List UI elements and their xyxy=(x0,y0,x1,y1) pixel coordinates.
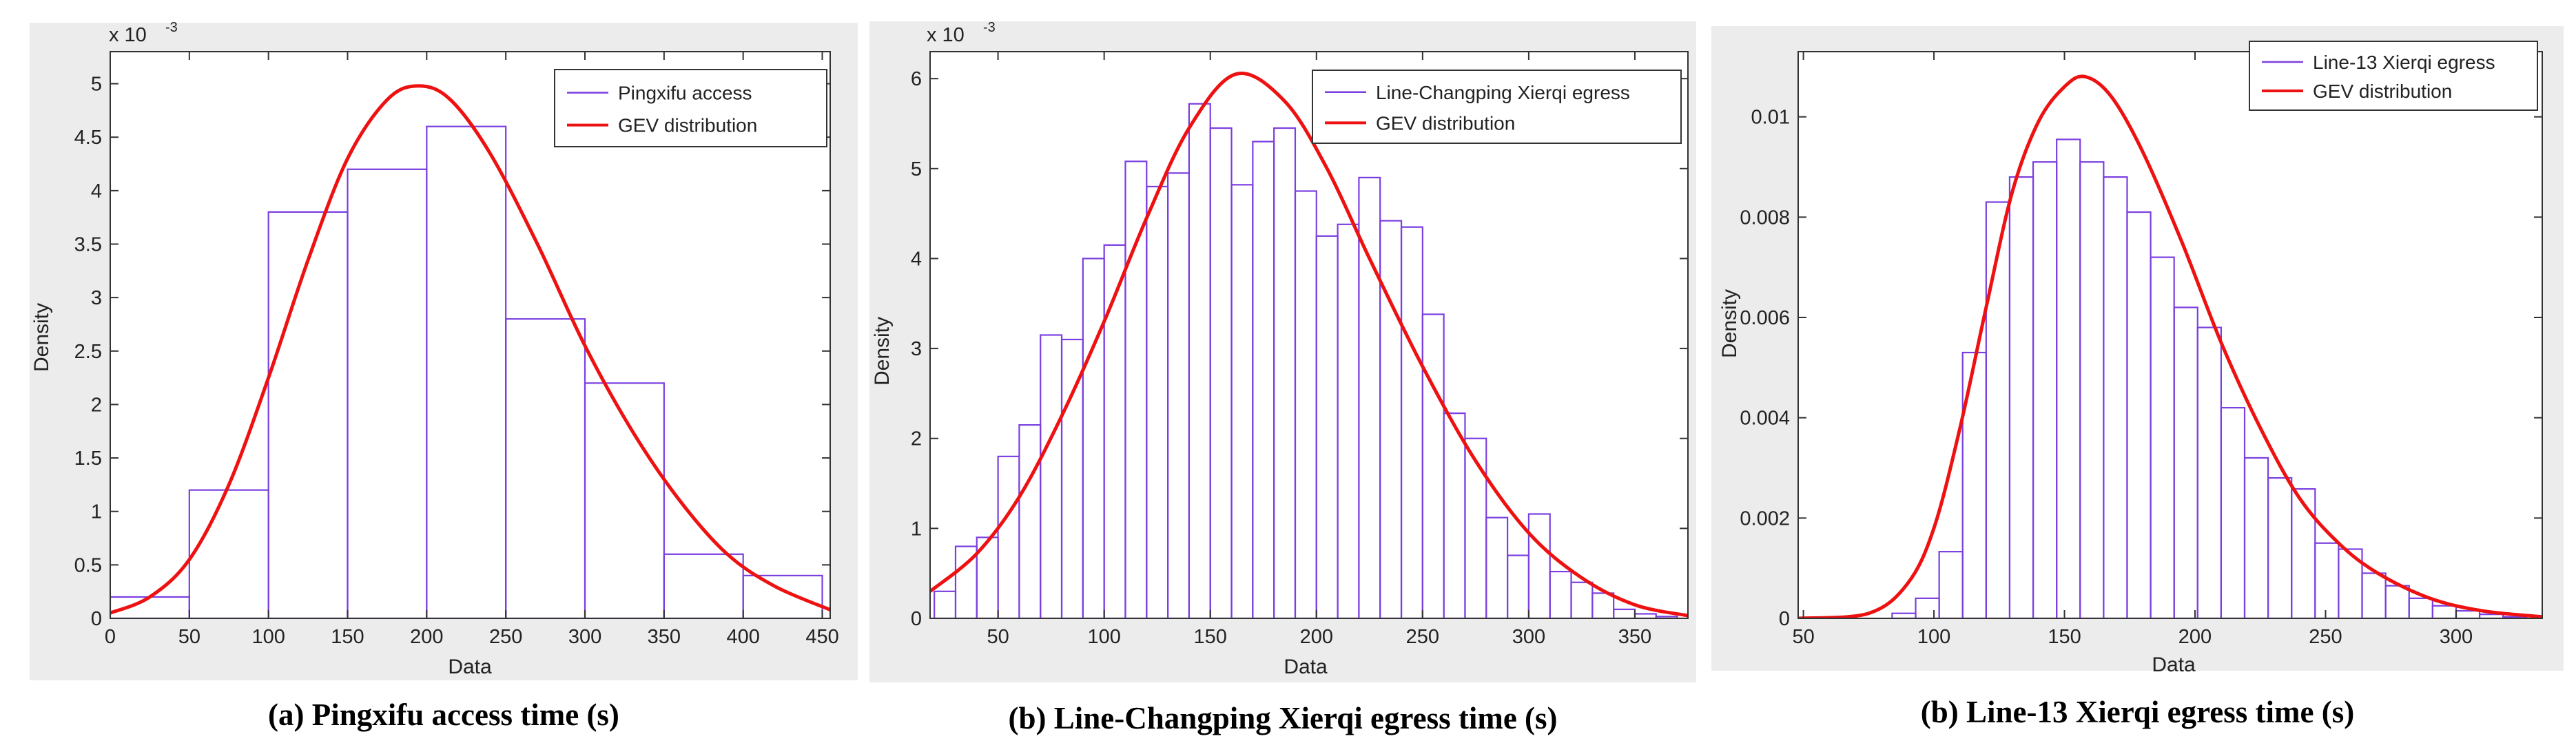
x-tick-label: 200 xyxy=(2178,626,2212,648)
y-tick-label: 5 xyxy=(91,74,102,96)
x-tick-label: 300 xyxy=(568,626,601,648)
x-tick-label: 450 xyxy=(805,626,838,648)
x-tick-label: 350 xyxy=(648,626,681,648)
y-exponent-label: x 10 xyxy=(109,24,147,46)
y-exponent-label: x 10 xyxy=(927,24,965,46)
y-axis-label: Density xyxy=(871,317,894,386)
gev-fit-line xyxy=(930,72,1688,618)
y-tick-label: 0.002 xyxy=(1740,507,1790,530)
x-tick-label: 0 xyxy=(105,626,116,648)
x-tick-label: 250 xyxy=(1406,626,1439,648)
histogram-bar xyxy=(1527,513,1551,618)
x-tick-label: 400 xyxy=(726,626,759,648)
legend-box xyxy=(554,69,827,147)
y-tick-label: 1 xyxy=(91,501,102,523)
y-tick-label: 1 xyxy=(911,518,922,540)
legend-label-histogram: Line-Changping Xierqi egress xyxy=(1376,82,1630,103)
axes-box xyxy=(929,51,1689,619)
histogram-bar xyxy=(2502,616,2528,618)
x-tick-label: 100 xyxy=(251,626,285,648)
caption-b: (b) Line-Changping Xierqi egress time (s… xyxy=(1008,701,1558,735)
y-tick-label: 0.004 xyxy=(1740,408,1790,430)
histogram-bar xyxy=(1591,592,1615,618)
legend-label-gev: GEV distribution xyxy=(2313,81,2452,102)
gev-fit-line xyxy=(1798,74,2542,618)
x-axis-label: Data xyxy=(448,656,492,678)
y-tick-label: 1.5 xyxy=(74,448,102,470)
y-tick-label: 2 xyxy=(91,394,102,416)
x-tick-label: 100 xyxy=(1087,626,1120,648)
x-tick-label: 100 xyxy=(1917,626,1950,648)
x-tick-label: 150 xyxy=(2048,626,2081,648)
x-tick-label: 50 xyxy=(178,626,200,648)
axes-box xyxy=(110,51,831,619)
y-tick-label: 0 xyxy=(91,608,102,630)
x-tick-label: 50 xyxy=(987,626,1009,648)
x-tick-label: 300 xyxy=(1512,626,1545,648)
axes-box xyxy=(1797,51,2543,619)
x-tick-label: 350 xyxy=(1618,626,1651,648)
x-tick-label: 150 xyxy=(331,626,364,648)
y-tick-label: 5 xyxy=(911,158,922,180)
y-tick-label: 4 xyxy=(911,248,922,270)
x-axis-label: Data xyxy=(1284,656,1328,678)
y-tick-label: 0.5 xyxy=(74,554,102,576)
legend-label-histogram: Pingxifu access xyxy=(618,83,752,104)
legend-box xyxy=(2249,41,2538,111)
x-tick-label: 150 xyxy=(1194,626,1227,648)
y-tick-label: 0.006 xyxy=(1740,307,1790,329)
y-tick-label: 0 xyxy=(1779,608,1790,630)
gev-fit-line xyxy=(110,84,830,615)
y-exponent-power: -3 xyxy=(165,20,178,35)
plot-area xyxy=(1798,52,2542,618)
legend-box xyxy=(1312,70,1682,144)
histogram-bar xyxy=(584,382,665,618)
y-tick-label: 0 xyxy=(911,608,922,630)
y-axis-label: Density xyxy=(30,303,53,372)
x-axis-label: Data xyxy=(2152,653,2196,676)
y-tick-label: 6 xyxy=(911,68,922,90)
legend-label-gev: GEV distribution xyxy=(1376,112,1515,134)
y-tick-label: 0.01 xyxy=(1751,107,1790,129)
y-exponent-power: -3 xyxy=(983,20,996,35)
x-tick-label: 50 xyxy=(1792,626,1814,648)
x-tick-label: 250 xyxy=(2309,626,2342,648)
y-tick-label: 2 xyxy=(911,428,922,450)
histogram-bar xyxy=(1655,616,1678,618)
x-tick-label: 250 xyxy=(489,626,522,648)
caption-a: (a) Pingxifu access time (s) xyxy=(268,698,619,732)
y-axis-label: Density xyxy=(1718,289,1741,358)
y-tick-label: 4.5 xyxy=(74,127,102,149)
y-tick-label: 3.5 xyxy=(74,234,102,256)
histogram-bars xyxy=(934,103,1678,618)
x-tick-label: 200 xyxy=(410,626,443,648)
x-tick-label: 200 xyxy=(1300,626,1333,648)
legend-label-histogram: Line-13 Xierqi egress xyxy=(2313,52,2495,73)
y-tick-label: 3 xyxy=(91,287,102,309)
y-tick-label: 3 xyxy=(911,338,922,360)
y-tick-label: 4 xyxy=(91,180,102,202)
legend-label-gev: GEV distribution xyxy=(618,115,757,136)
y-tick-label: 2.5 xyxy=(74,341,102,363)
x-tick-label: 300 xyxy=(2440,626,2473,648)
caption-c: (b) Line-13 Xierqi egress time (s) xyxy=(1920,695,2355,729)
y-tick-label: 0.008 xyxy=(1740,207,1790,229)
